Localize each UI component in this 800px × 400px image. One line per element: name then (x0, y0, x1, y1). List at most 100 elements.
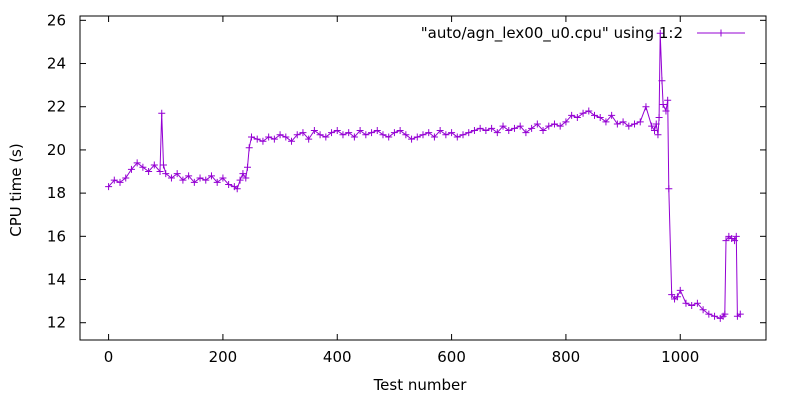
data-point (239, 170, 247, 178)
data-point (236, 176, 244, 184)
y-tick-label: 12 (47, 314, 66, 332)
series-line (108, 33, 741, 319)
data-point (408, 135, 416, 143)
data-point (522, 129, 530, 137)
data-point (705, 310, 713, 318)
data-point (510, 124, 518, 132)
data-point (368, 129, 376, 137)
data-point (488, 124, 496, 132)
data-point (233, 185, 241, 193)
data-point (413, 133, 421, 141)
data-point (356, 126, 364, 134)
data-point (207, 172, 215, 180)
y-tick-label: 22 (47, 98, 66, 116)
x-tick-label: 800 (552, 348, 581, 366)
data-point (459, 131, 467, 139)
data-point (731, 237, 739, 245)
data-point (316, 131, 324, 139)
y-tick-label: 18 (47, 184, 66, 202)
data-point (673, 293, 681, 301)
data-point (668, 291, 676, 299)
data-point (465, 129, 473, 137)
data-point (651, 126, 659, 134)
data-point (636, 118, 644, 126)
data-point (721, 310, 729, 318)
data-point (516, 122, 524, 130)
data-point (425, 129, 433, 137)
data-point (699, 306, 707, 314)
data-point (379, 131, 387, 139)
data-point (139, 163, 147, 171)
y-tick-label: 14 (47, 271, 66, 289)
data-point (190, 178, 198, 186)
data-point (585, 107, 593, 115)
data-point (248, 133, 255, 141)
data-point (122, 174, 130, 182)
data-point (385, 133, 393, 141)
data-point (655, 114, 663, 122)
data-point (545, 122, 553, 130)
data-point (350, 133, 358, 141)
data-point (219, 174, 227, 182)
data-point (293, 131, 301, 139)
data-point (658, 77, 666, 85)
axes: 0 200 400 600 800 1000 12 14 16 18 20 22 24 26 (47, 11, 767, 366)
data-point (642, 103, 650, 111)
data-point (682, 299, 690, 307)
data-point (116, 178, 124, 186)
data-point (711, 312, 719, 320)
data-point (259, 137, 267, 145)
data-point (242, 174, 250, 182)
data-point (225, 180, 233, 188)
data-point (245, 144, 253, 152)
data-point (662, 107, 670, 115)
data-point (396, 126, 404, 134)
x-axis-title: Test number (373, 376, 468, 394)
x-tick-label: 400 (323, 348, 352, 366)
data-point (390, 129, 398, 137)
legend-label: "auto/agn_lex00_u0.cpu" using 1:2 (421, 24, 683, 43)
data-point (625, 122, 633, 130)
data-point (499, 122, 507, 130)
data-point (179, 176, 187, 184)
data-point (282, 133, 290, 141)
x-tick-label: 200 (209, 348, 238, 366)
data-point (288, 137, 296, 145)
data-point (156, 168, 164, 176)
data-point (448, 129, 456, 137)
data-point (659, 101, 667, 109)
data-point (556, 122, 564, 130)
data-point (270, 135, 278, 143)
data-point (213, 178, 221, 186)
data-point (533, 120, 541, 128)
data-point (430, 133, 438, 141)
data-point (619, 118, 627, 126)
data-point (419, 131, 427, 139)
data-point (373, 126, 381, 134)
data-point (345, 129, 353, 137)
data-point (648, 122, 656, 130)
data-point (310, 126, 318, 134)
data-point (602, 118, 610, 126)
data-point (528, 124, 536, 132)
data-point (676, 286, 684, 294)
data-point (185, 172, 193, 180)
data-point (202, 176, 210, 184)
x-tick-label: 0 (104, 348, 114, 366)
data-point (688, 301, 696, 309)
data-point (573, 114, 581, 122)
data-point (253, 135, 261, 143)
data-point (505, 126, 513, 134)
data-point (736, 310, 744, 318)
data-point (608, 111, 616, 119)
data-point (591, 111, 598, 119)
data-point (664, 96, 672, 104)
data-point (654, 131, 662, 139)
data-point (613, 120, 621, 128)
data-point (436, 126, 444, 134)
data-point (732, 232, 740, 240)
data-point (402, 131, 410, 139)
data-point (665, 185, 673, 193)
y-tick-label: 24 (47, 55, 66, 73)
